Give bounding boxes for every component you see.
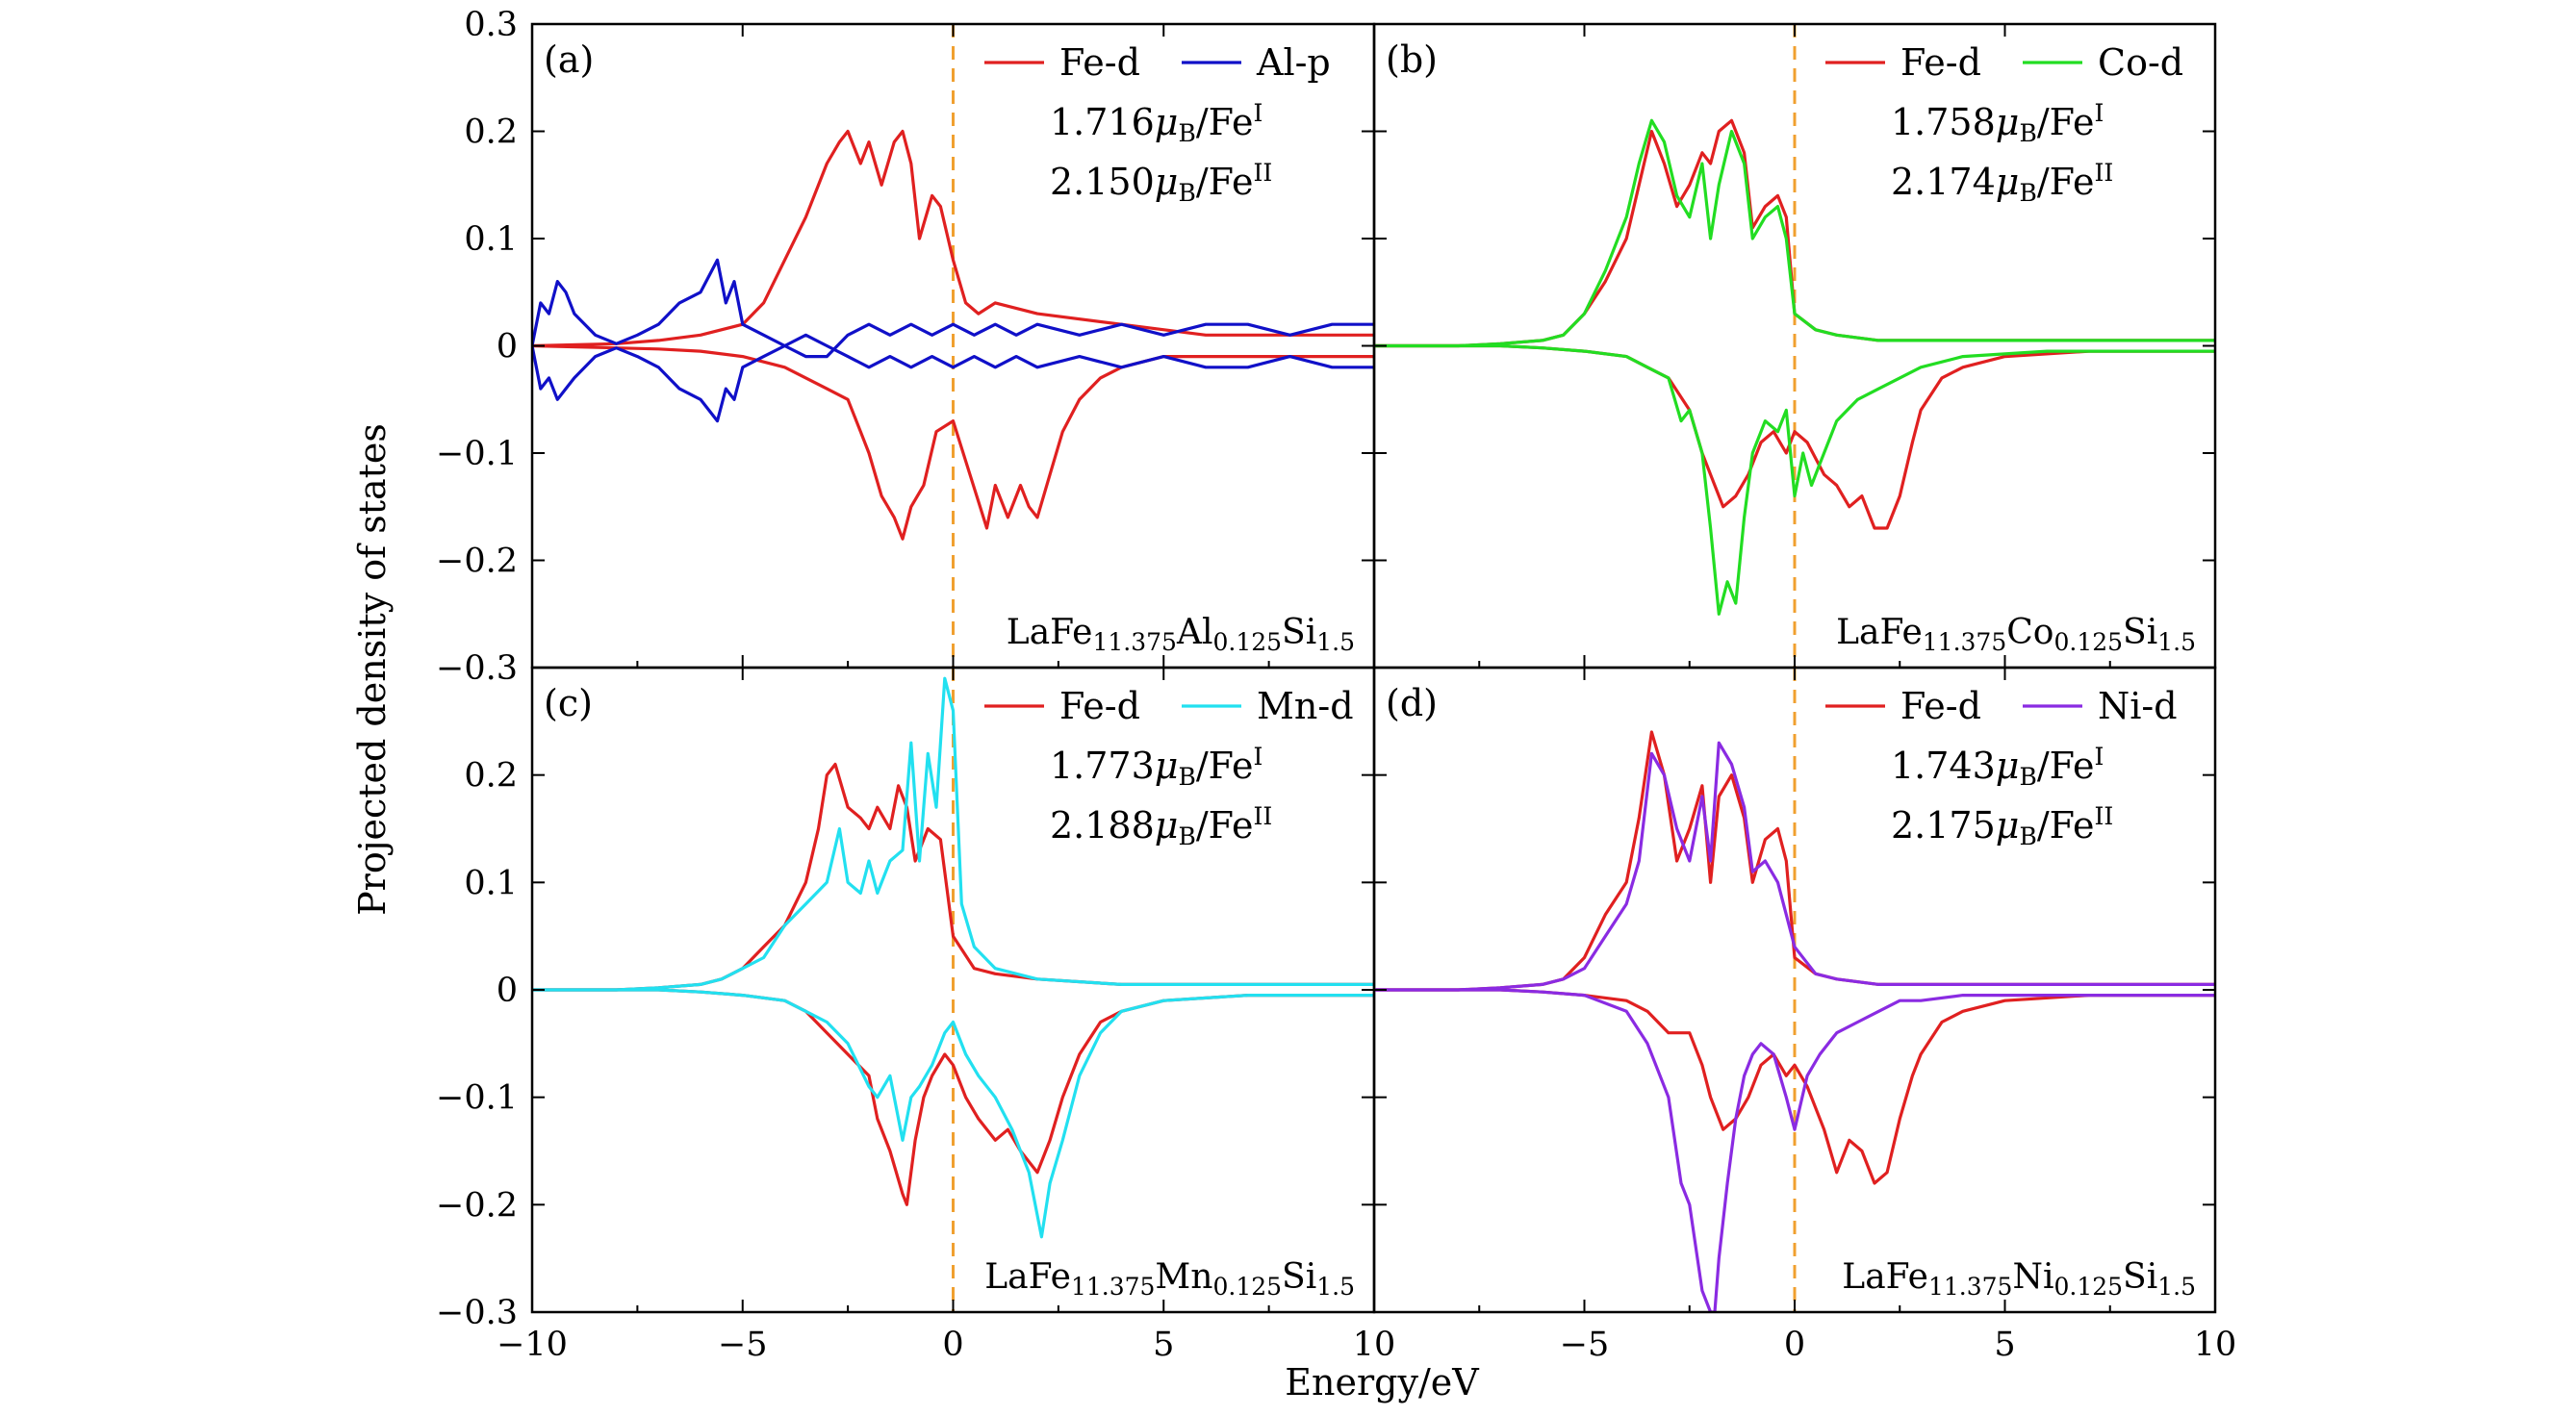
legend-label: Fe-d	[1900, 685, 1981, 727]
legend: Fe-d Mn-d	[984, 685, 1354, 727]
compound-formula: LaFe11.375Ni0.125Si1.5	[1842, 1257, 2196, 1301]
x-tick-label: −5	[718, 1326, 768, 1364]
legend-label: Fe-d	[1059, 41, 1140, 84]
series-line-mn-d-up	[532, 676, 1374, 992]
y-tick-label: 0.2	[464, 114, 518, 152]
series-line-ni-d-down	[1374, 988, 2215, 1312]
series-line-ni-d-up	[1374, 741, 2215, 992]
y-tick-label: 0.1	[464, 220, 518, 259]
legend-label: Ni-d	[2098, 685, 2178, 727]
legend: Fe-d Co-d	[1825, 41, 2183, 84]
x-tick-label: 10	[1353, 1326, 1396, 1364]
series-line-fe-d-up	[532, 129, 1374, 348]
y-tick-label: −0.2	[436, 1186, 518, 1225]
magnetic-moment: 2.175μB/FeII	[1891, 802, 2113, 850]
series-line-al-p-up	[532, 258, 1374, 359]
x-axis-label: Energy/eV	[1285, 1361, 1479, 1403]
magnetic-moment: 2.150μB/FeII	[1050, 159, 1272, 207]
panel-c: (c) Fe-d Mn-d 1.773μB/FeI 2.188μB/FeII LaFe11…	[530, 666, 1376, 1314]
legend: Fe-d Ni-d	[1825, 685, 2178, 727]
magnetic-moment: 1.758μB/FeI	[1891, 99, 2104, 147]
panel-b: (b) Fe-d Co-d 1.758μB/FeI 2.174μB/FeII LaFe11…	[1372, 22, 2217, 670]
series-line-fe-d-down	[532, 343, 1374, 541]
y-tick-label: −0.2	[436, 543, 518, 581]
y-tick-label: 0.2	[464, 757, 518, 796]
y-axis-label: Projected density of states	[351, 423, 394, 916]
series-line-co-d-down	[1374, 343, 2215, 616]
magnetic-moment: 1.716μB/FeI	[1050, 99, 1262, 147]
legend-label: Fe-d	[1059, 685, 1140, 727]
series-line-al-p-down	[532, 333, 1374, 423]
x-tick-label: −10	[497, 1326, 568, 1364]
legend-label: Al-p	[1256, 41, 1331, 84]
panel-tag: (c)	[544, 682, 593, 724]
legend-label: Mn-d	[1257, 685, 1354, 727]
x-tick-label: −5	[1560, 1326, 1610, 1364]
legend-label: Fe-d	[1900, 41, 1981, 84]
x-tick-label: 0	[942, 1326, 963, 1364]
magnetic-moment: 2.174μB/FeII	[1891, 159, 2113, 207]
series-line-co-d-up	[1374, 118, 2215, 348]
series-group	[532, 129, 1374, 541]
compound-formula: LaFe11.375Mn0.125Si1.5	[984, 1257, 1355, 1301]
x-tick-label: 5	[1994, 1326, 2015, 1364]
magnetic-moment: 2.188μB/FeII	[1050, 802, 1272, 850]
series-group	[1374, 118, 2215, 616]
y-tick-label: −0.1	[436, 1079, 518, 1118]
y-tick-label: −0.3	[436, 1294, 518, 1332]
x-tick-label: 0	[1784, 1326, 1805, 1364]
y-tick-label: 0.1	[464, 864, 518, 902]
plot-layer: (a) Fe-d Al-p 1.716μB/FeI 2.150μB/FeII LaFe11…	[436, 6, 2236, 1364]
magnetic-moment: 1.743μB/FeI	[1891, 743, 2104, 791]
series-group	[1374, 730, 2215, 1312]
panel-d: (d) Fe-d Ni-d 1.743μB/FeI 2.175μB/FeII LaFe11…	[1372, 666, 2217, 1314]
x-tick-label: 5	[1153, 1326, 1174, 1364]
series-group	[532, 676, 1374, 1239]
series-line-mn-d-down	[532, 988, 1374, 1239]
x-tick-label: 10	[2194, 1326, 2237, 1364]
magnetic-moment: 1.773μB/FeI	[1050, 743, 1262, 791]
y-tick-label: 0.3	[464, 6, 518, 44]
series-line-fe-d-down	[1374, 988, 2215, 1185]
compound-formula: LaFe11.375Al0.125Si1.5	[1007, 613, 1355, 656]
y-tick-label: −0.3	[436, 649, 518, 688]
panel-tag: (a)	[544, 38, 594, 81]
legend-label: Co-d	[2098, 41, 2183, 84]
y-tick-label: 0	[497, 972, 518, 1010]
panel-tag: (b)	[1386, 38, 1438, 81]
panel-tag: (d)	[1386, 682, 1438, 724]
y-tick-label: 0	[497, 328, 518, 367]
compound-formula: LaFe11.375Co0.125Si1.5	[1836, 613, 2196, 656]
y-tick-label: −0.1	[436, 435, 518, 473]
legend: Fe-d Al-p	[984, 41, 1331, 84]
panel-a: (a) Fe-d Al-p 1.716μB/FeI 2.150μB/FeII LaFe11…	[530, 22, 1376, 670]
